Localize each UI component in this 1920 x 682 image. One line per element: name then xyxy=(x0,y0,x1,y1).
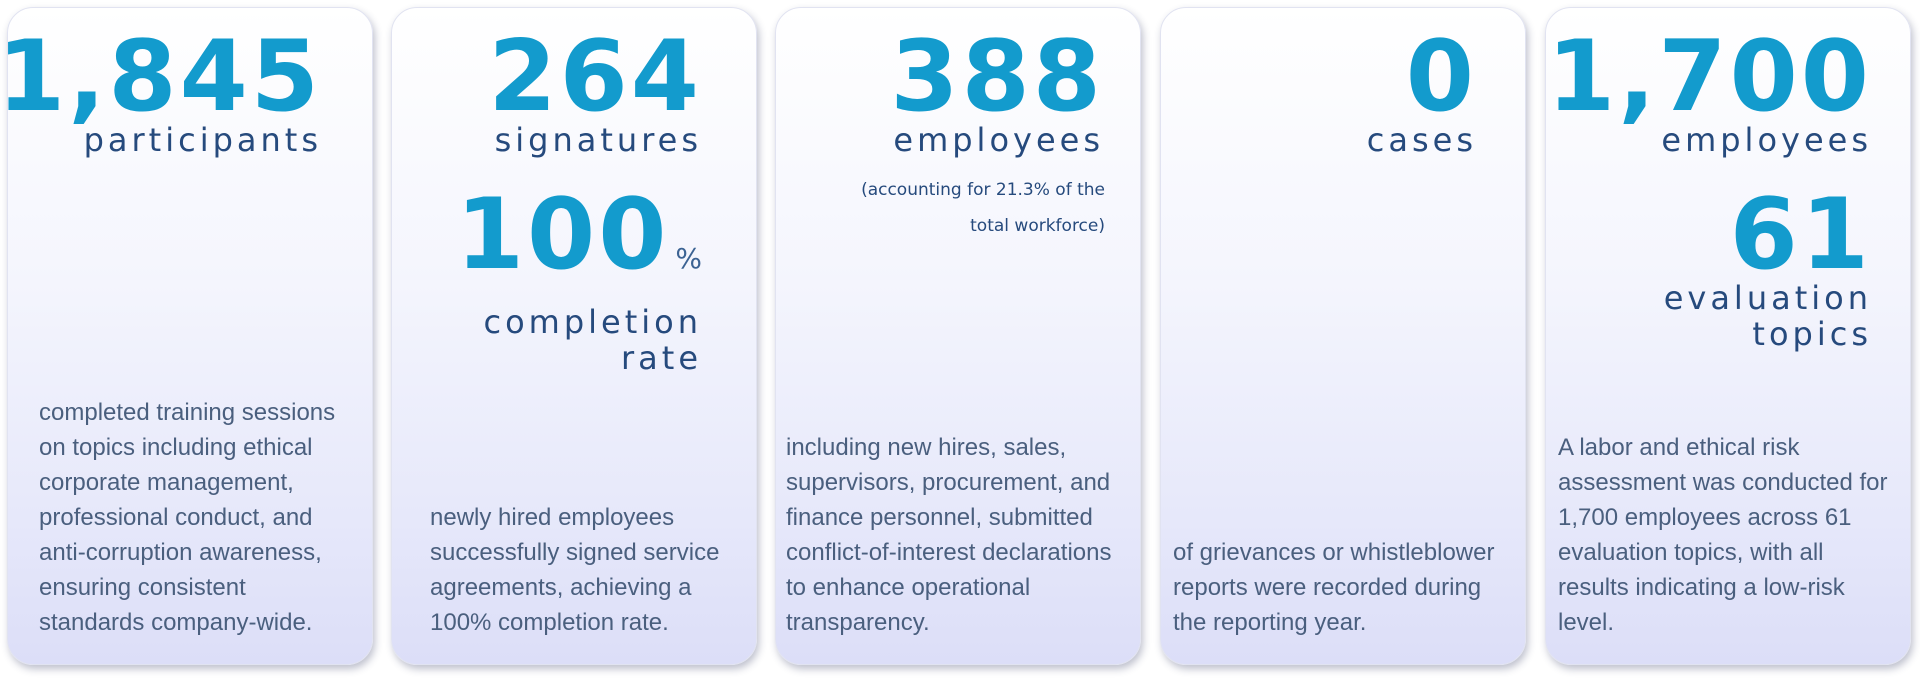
stat-description: newly hired employees successfully signe… xyxy=(430,504,720,636)
stat-block: 1,845 participants xyxy=(0,28,322,158)
stat-unit: employees xyxy=(1661,121,1872,159)
stat-unit: participants xyxy=(83,121,322,159)
stat-block: 264 signatures xyxy=(488,28,702,158)
stat-value: 264 xyxy=(488,20,702,134)
stat-card-risk-assessment: 1,700 employees 61 evaluation topics A l… xyxy=(1545,7,1911,665)
stat-description: A labor and ethical risk assessment was … xyxy=(1558,434,1888,636)
stat-card-training: 1,845 participants completed training se… xyxy=(0,7,373,665)
stat-unit: cases xyxy=(1366,121,1477,159)
stat-unit: signatures xyxy=(494,121,702,159)
stat-unit-secondary: completion rate xyxy=(483,303,702,377)
stat-value-secondary: 100% xyxy=(392,186,702,308)
stat-value: 1,845 xyxy=(0,20,322,134)
stat-value: 0 xyxy=(1405,20,1477,134)
stat-description: including new hires, sales, supervisors,… xyxy=(786,434,1112,636)
stat-block-secondary: 100% completion rate xyxy=(392,186,702,376)
percent-sign: % xyxy=(675,242,702,275)
stat-unit: employees xyxy=(893,121,1104,159)
stat-card-grievances: 0 cases of grievances or whistleblower r… xyxy=(1160,7,1526,665)
stat-value-secondary: 61 xyxy=(1729,178,1872,292)
stat-card-service-agreements: 264 signatures 100% completion rate newl… xyxy=(391,7,757,665)
stat-block: 388 employees xyxy=(890,28,1104,158)
stat-block-secondary: 61 evaluation topics xyxy=(1546,186,1872,352)
stat-description: completed training sessions on topics in… xyxy=(39,399,336,636)
stat-block: 1,700 employees xyxy=(1547,28,1872,158)
stat-block: 0 cases xyxy=(1367,28,1477,158)
stat-note: (accounting for 21.3% of the total workf… xyxy=(861,180,1105,236)
stat-value-secondary-number: 100 xyxy=(455,178,670,292)
stat-description: of grievances or whistleblower reports w… xyxy=(1173,539,1495,636)
stat-value: 1,700 xyxy=(1547,20,1872,134)
stat-unit-secondary: evaluation topics xyxy=(1663,279,1872,353)
stat-value: 388 xyxy=(890,20,1104,134)
stat-card-conflict-declarations: 388 employees (accounting for 21.3% of t… xyxy=(775,7,1141,665)
